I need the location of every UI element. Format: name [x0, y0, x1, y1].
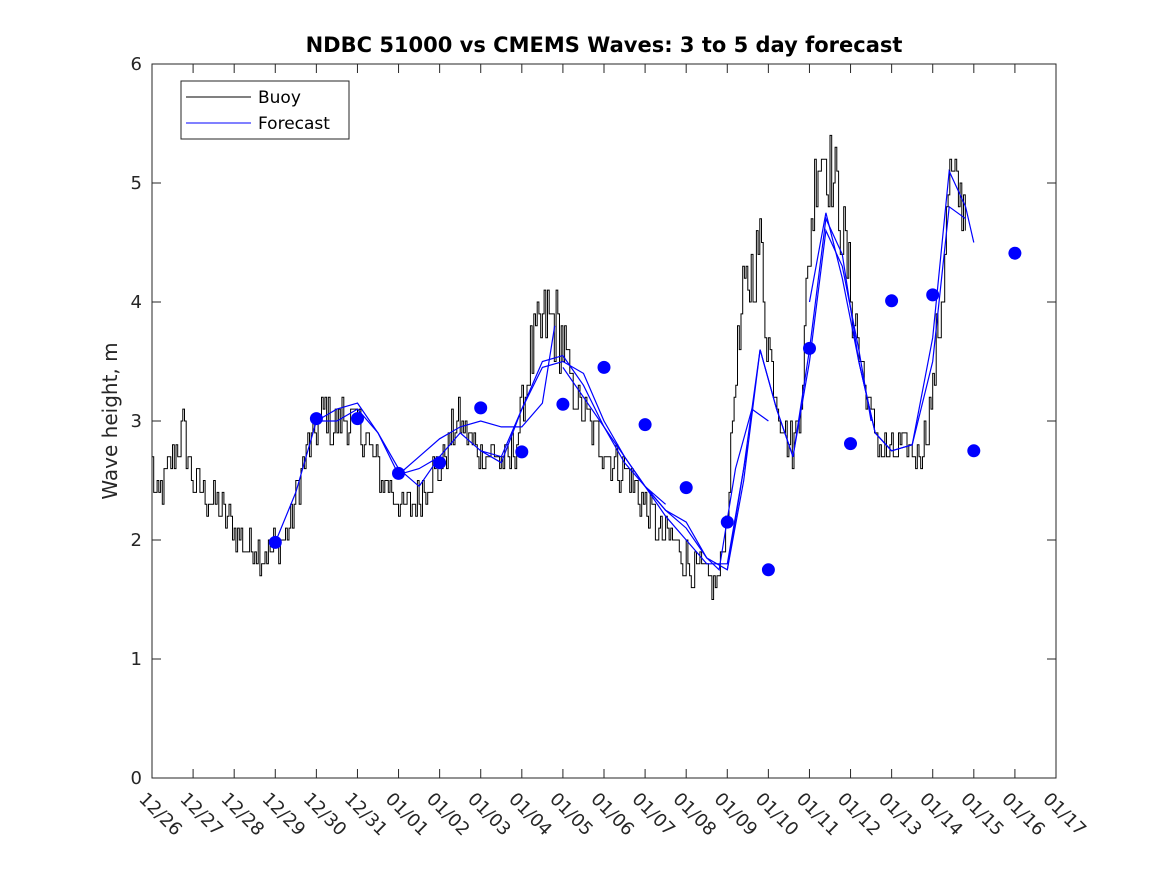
- forecast-marker-6: [515, 445, 529, 459]
- x-tick-label-12: 01/07: [628, 789, 680, 841]
- legend-forecast-label: Forecast: [258, 114, 330, 134]
- y-axis-label: Wave height, m: [98, 342, 122, 499]
- y-tick-label-4: 4: [131, 292, 142, 313]
- x-tick-label-16: 01/11: [792, 789, 844, 841]
- forecast-line-1: [316, 325, 556, 476]
- x-tick-label-1: 12/27: [176, 789, 228, 841]
- x-tick-label-9: 01/04: [504, 789, 556, 841]
- forecast-marker-17: [967, 444, 981, 458]
- forecast-marker-2: [351, 412, 364, 426]
- forecast-marker-16: [926, 288, 940, 302]
- forecast-marker-13: [803, 341, 816, 355]
- forecast-marker-1: [309, 412, 323, 426]
- y-tick-label-0: 0: [131, 768, 142, 789]
- forecast-line-2: [398, 354, 666, 505]
- x-tick-label-4: 12/30: [299, 789, 351, 841]
- forecast-marker-12: [761, 563, 775, 577]
- forecast-marker-8: [597, 360, 611, 374]
- x-tick-label-17: 01/12: [833, 789, 885, 841]
- forecast-line-6: [726, 205, 966, 570]
- forecast-marker-15: [885, 294, 899, 308]
- series-layer: [152, 134, 1022, 600]
- y-tick-label-6: 6: [131, 54, 142, 75]
- buoy-line: [152, 134, 966, 600]
- x-tick-label-0: 12/26: [134, 789, 186, 841]
- x-tick-label-13: 01/08: [669, 789, 721, 841]
- x-tick-label-8: 01/03: [463, 789, 515, 841]
- x-tick-label-5: 12/31: [340, 789, 392, 841]
- x-tick-label-2: 12/28: [217, 789, 269, 841]
- x-tick-label-7: 01/02: [422, 789, 474, 841]
- x-tick-label-20: 01/15: [956, 789, 1008, 841]
- y-tick-label-5: 5: [131, 173, 142, 194]
- x-tick-label-14: 01/09: [710, 789, 762, 841]
- y-tick-label-2: 2: [131, 530, 142, 551]
- forecast-marker-11: [720, 515, 734, 529]
- forecast-marker-5: [474, 401, 488, 415]
- forecast-line-0: [274, 408, 441, 543]
- forecast-line-3: [480, 360, 749, 565]
- x-tick-label-21: 01/16: [997, 789, 1049, 841]
- y-tick-label-1: 1: [131, 649, 142, 670]
- forecast-marker-14: [844, 437, 857, 451]
- x-tick-label-10: 01/05: [545, 789, 597, 841]
- x-tick-label-6: 01/01: [381, 789, 433, 841]
- forecast-marker-4: [433, 456, 447, 470]
- legend-buoy-label: Buoy: [258, 88, 301, 108]
- x-tick-label-18: 01/13: [874, 789, 926, 841]
- forecast-marker-18: [1008, 246, 1022, 260]
- forecast-line-4: [562, 367, 769, 572]
- x-tick-label-11: 01/06: [586, 789, 638, 841]
- forecast-marker-7: [556, 397, 570, 411]
- x-tick-label-15: 01/10: [751, 789, 803, 841]
- forecast-line-7: [808, 168, 975, 452]
- x-tick-label-3: 12/29: [258, 789, 310, 841]
- y-tick-label-3: 3: [131, 411, 142, 432]
- x-tick-label-19: 01/14: [915, 789, 967, 841]
- legend: Buoy Forecast: [180, 80, 350, 140]
- x-tick-label-22: 01/17: [1038, 789, 1090, 841]
- legend-box: [180, 80, 350, 140]
- forecast-marker-10: [679, 481, 693, 495]
- forecast-marker-9: [638, 418, 652, 432]
- chart-title: NDBC 51000 vs CMEMS Waves: 3 to 5 day fo…: [306, 33, 903, 57]
- forecast-marker-3: [392, 466, 405, 480]
- forecast-marker-0: [268, 535, 282, 549]
